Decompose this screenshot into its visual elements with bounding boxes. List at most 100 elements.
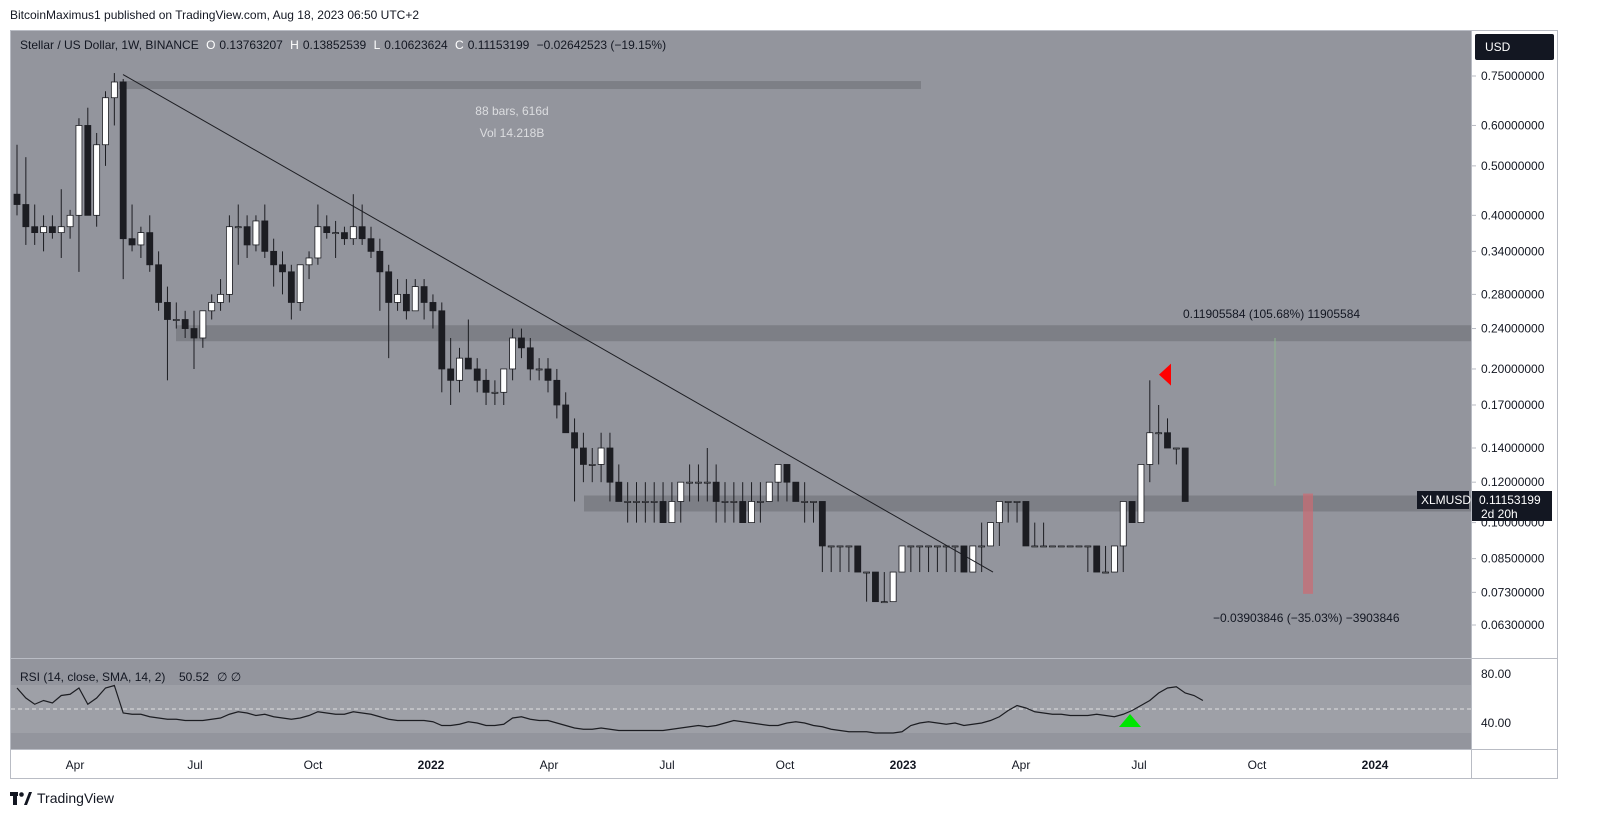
candle-down[interactable] [872, 571, 879, 603]
candle-down[interactable] [783, 464, 791, 483]
candle-up[interactable] [349, 226, 357, 240]
candle-down[interactable] [22, 204, 30, 228]
candle-up[interactable] [102, 97, 109, 146]
candle-up[interactable] [677, 481, 685, 502]
candle-up[interactable] [1031, 545, 1039, 548]
candle-up[interactable] [305, 257, 313, 266]
candle-up[interactable] [217, 293, 224, 303]
candle-up[interactable] [889, 571, 897, 603]
candle-up[interactable] [225, 226, 233, 295]
candle-up[interactable] [93, 144, 101, 216]
candle-down[interactable] [367, 238, 375, 252]
candle-down[interactable] [606, 447, 614, 483]
candle-up[interactable] [394, 293, 401, 303]
candle-up[interactable] [234, 226, 242, 229]
candle-up[interactable] [208, 302, 216, 312]
candle-down[interactable] [261, 220, 269, 252]
candle-up[interactable] [845, 545, 853, 548]
candle-up[interactable] [40, 226, 47, 234]
candle-up[interactable] [1066, 545, 1074, 548]
candle-down[interactable] [1164, 432, 1171, 449]
lower-projection-box[interactable] [1303, 493, 1313, 594]
candle-up[interactable] [730, 501, 738, 503]
candle-down[interactable] [341, 232, 348, 240]
candle-down[interactable] [279, 264, 286, 273]
candle-up[interactable] [801, 501, 809, 503]
candle-down[interactable] [739, 501, 747, 523]
candle-up[interactable] [1111, 545, 1118, 573]
candle-up[interactable] [1013, 501, 1021, 503]
bearish-arrow-marker[interactable] [1159, 363, 1171, 386]
candle-down[interactable] [712, 481, 720, 502]
candle-up[interactable] [836, 545, 844, 548]
candle-up[interactable] [863, 571, 870, 574]
candle-down[interactable] [792, 481, 800, 502]
candle-up[interactable] [588, 464, 596, 466]
candle-up[interactable] [314, 226, 322, 259]
candle-down[interactable] [155, 264, 163, 303]
candle-up[interactable] [951, 545, 959, 548]
candle-up[interactable] [535, 368, 543, 371]
candle-down[interactable] [323, 226, 331, 234]
candle-up[interactable] [916, 545, 924, 548]
candle-up[interactable] [411, 286, 419, 312]
candle-down[interactable] [385, 271, 393, 303]
candle-down[interactable] [580, 447, 587, 465]
candle-up[interactable] [934, 545, 941, 548]
candle-up[interactable] [1075, 545, 1083, 548]
candle-up[interactable] [987, 522, 994, 547]
candle-up[interactable] [199, 310, 207, 339]
candle-down[interactable] [31, 226, 39, 234]
candle-up[interactable] [907, 545, 915, 548]
candle-up[interactable] [57, 226, 65, 234]
candle-up[interactable] [252, 220, 260, 246]
bullish-arrow-marker[interactable] [1119, 714, 1141, 727]
candle-up[interactable] [695, 481, 702, 484]
candle-up[interactable] [332, 232, 340, 235]
candle-up[interactable] [650, 501, 658, 503]
descending-trendline[interactable] [122, 74, 994, 573]
candle-down[interactable] [1022, 501, 1030, 547]
candle-up[interactable] [721, 501, 729, 503]
price-chart[interactable]: 0.75000000 0.60000000 0.50000000 0.40000000… [11, 31, 1557, 778]
candle-up[interactable] [686, 481, 693, 484]
candle-down[interactable] [571, 432, 578, 449]
candle-down[interactable] [473, 368, 481, 381]
candle-up[interactable] [597, 447, 605, 465]
candle-down[interactable] [818, 501, 826, 547]
candle-down[interactable] [119, 81, 127, 240]
candle-down[interactable] [190, 328, 198, 339]
candle-up[interactable] [748, 501, 755, 523]
candle-down[interactable] [49, 226, 56, 234]
candle-up[interactable] [1004, 501, 1012, 503]
candle-up[interactable] [66, 214, 74, 228]
currency-button[interactable]: USD [1475, 34, 1554, 60]
tradingview-brand[interactable]: TradingView [10, 790, 114, 806]
candle-up[interactable] [925, 545, 932, 548]
candle-up[interactable] [774, 464, 782, 483]
candle-down[interactable] [402, 293, 410, 312]
candle-down[interactable] [13, 193, 21, 205]
candle-up[interactable] [1057, 545, 1065, 548]
candle-up[interactable] [703, 481, 711, 484]
candle-down[interactable] [1181, 447, 1189, 502]
candle-down[interactable] [447, 368, 455, 381]
candle-up[interactable] [633, 501, 640, 503]
candle-up[interactable] [1040, 545, 1047, 548]
resistance-zone[interactable] [176, 325, 1471, 342]
candle-down[interactable] [960, 545, 968, 573]
candle-down[interactable] [553, 379, 561, 406]
candle-up[interactable] [978, 545, 986, 548]
candle-up[interactable] [1146, 432, 1154, 465]
candle-down[interactable] [482, 379, 490, 393]
candle-up[interactable] [1172, 447, 1180, 450]
candle-up[interactable] [110, 81, 118, 99]
candle-up[interactable] [942, 545, 950, 548]
candle-down[interactable] [146, 232, 154, 266]
candle-up[interactable] [668, 501, 676, 523]
candle-up[interactable] [827, 545, 835, 548]
candle-up[interactable] [765, 481, 773, 502]
candle-down[interactable] [420, 286, 428, 303]
candle-down[interactable] [659, 501, 667, 523]
candle-up[interactable] [1049, 545, 1056, 548]
